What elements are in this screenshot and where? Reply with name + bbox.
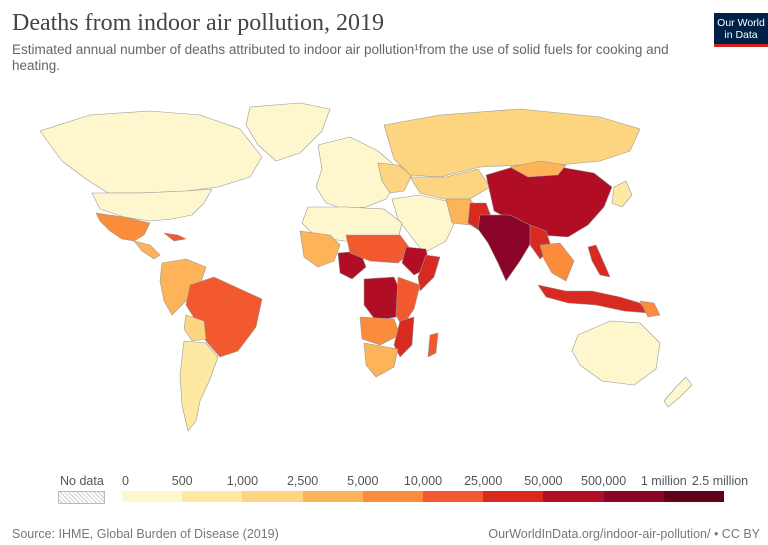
region-southern-africa[interactable] [363, 342, 399, 378]
owid-logo[interactable]: Our World in Data [714, 13, 768, 47]
logo-line-2: in Data [724, 29, 758, 41]
legend-swatch[interactable] [423, 491, 484, 502]
region-east-africa[interactable] [395, 276, 421, 328]
region-southern-cone[interactable] [179, 340, 219, 432]
region-mozambique[interactable] [393, 316, 415, 358]
legend-tick-label: 0 [122, 474, 129, 488]
world-map[interactable] [0, 95, 768, 465]
legend-tick-label: 1,000 [226, 474, 259, 488]
legend-swatch[interactable] [483, 491, 544, 502]
legend-swatch[interactable] [122, 491, 183, 502]
legend-swatch[interactable] [182, 491, 243, 502]
legend-swatch[interactable] [603, 491, 665, 502]
region-india[interactable] [477, 214, 533, 282]
legend-swatch[interactable] [362, 491, 424, 502]
legend-swatch[interactable] [242, 491, 304, 502]
chart-subtitle: Estimated annual number of deaths attrib… [12, 42, 669, 73]
region-europe[interactable] [315, 136, 399, 210]
legend-tick-label: 1 million [640, 474, 687, 488]
footer-link[interactable]: OurWorldInData.org/indoor-air-pollution/… [488, 527, 760, 541]
chart-title: Deaths from indoor air pollution, 2019 [12, 10, 384, 36]
legend-swatch[interactable] [543, 491, 605, 502]
region-madagascar[interactable] [427, 332, 439, 358]
footer-license: • CC BY [710, 527, 760, 541]
region-australia[interactable] [571, 320, 661, 386]
region-middle-east[interactable] [391, 194, 457, 254]
region-southeast-asia[interactable] [539, 242, 575, 282]
region-greenland[interactable] [245, 102, 331, 162]
region-eastern-europe[interactable] [377, 162, 413, 194]
region-new-zealand[interactable] [663, 376, 693, 408]
logo-line-1: Our World [717, 17, 765, 29]
legend-swatch[interactable] [302, 491, 364, 502]
legend-tick-label: 10,000 [403, 474, 443, 488]
region-canada[interactable] [39, 110, 263, 194]
region-central-america[interactable] [133, 240, 161, 260]
footer-source: Source: IHME, Global Burden of Disease (… [12, 527, 279, 541]
region-japan[interactable] [611, 180, 633, 208]
region-sahel[interactable] [345, 234, 413, 264]
region-south-america-north[interactable] [159, 258, 207, 316]
legend-tick-label: 50,000 [524, 474, 563, 488]
region-central-asia[interactable] [409, 168, 491, 200]
legend-tick-label: 25,000 [464, 474, 503, 488]
footer-url[interactable]: OurWorldInData.org/indoor-air-pollution/ [488, 527, 711, 541]
region-philippines[interactable] [587, 244, 611, 278]
legend-no-data-label: No data [60, 474, 104, 488]
legend-tick-label: 2.5 million [691, 474, 749, 488]
legend-tick-label: 500,000 [581, 474, 627, 488]
legend-tick-label: 2,500 [286, 474, 319, 488]
legend-swatch[interactable] [663, 491, 725, 502]
region-mongolia[interactable] [509, 160, 567, 178]
region-usa[interactable] [91, 188, 213, 222]
region-caribbean[interactable] [163, 232, 187, 242]
legend-no-data-swatch [58, 491, 105, 504]
legend-tick-label: 5,000 [347, 474, 379, 488]
region-west-africa[interactable] [299, 230, 341, 268]
legend: No data 0 500 1,000 2,500 5,000 10,000 25,000 5… [0, 470, 768, 506]
region-drc[interactable] [363, 276, 403, 322]
region-somalia[interactable] [417, 254, 441, 292]
legend-tick-label: 500 [171, 474, 193, 488]
region-russia[interactable] [383, 108, 641, 178]
region-angola-zambia[interactable] [359, 316, 401, 346]
region-indonesia[interactable] [537, 284, 649, 314]
region-bolivia[interactable] [183, 314, 207, 342]
region-png[interactable] [639, 300, 661, 318]
